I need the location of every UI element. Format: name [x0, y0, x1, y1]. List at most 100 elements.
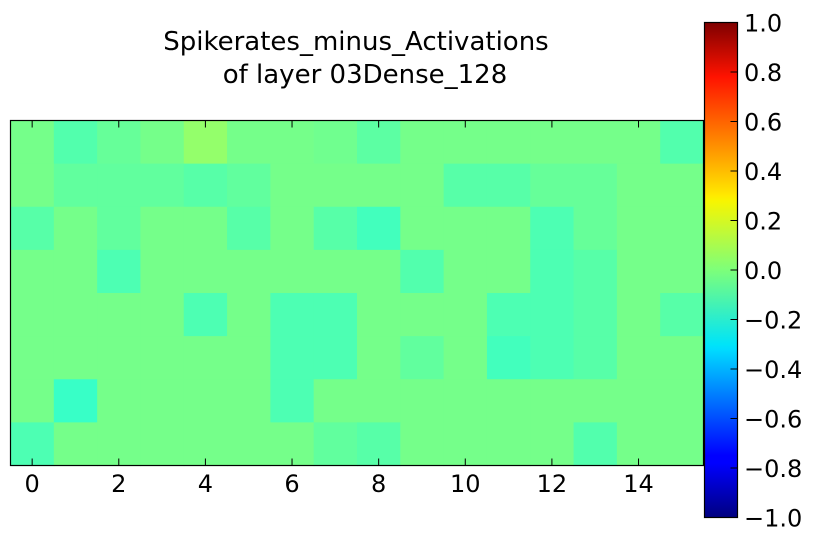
heatmap-cell: [183, 249, 228, 294]
heatmap-cell: [227, 379, 271, 423]
heatmap-cell: [10, 206, 55, 251]
heatmap-cell: [270, 336, 315, 380]
heatmap-cell: [313, 379, 358, 423]
x-axis: 0 2 4 6 8 10 12 14: [25, 120, 654, 498]
heatmap-cell: [53, 120, 98, 165]
heatmap-cell: [10, 293, 55, 337]
heatmap-cell: [616, 163, 661, 208]
heatmap-cell: [357, 336, 401, 380]
heatmap-cell: [573, 379, 618, 423]
x-tick-label: 14: [623, 470, 654, 498]
heatmap-cell: [227, 206, 271, 251]
heatmap-cell: [486, 206, 531, 251]
heatmap-cell: [270, 249, 315, 294]
heatmap-cell: [10, 249, 55, 294]
colorbar-tick-label: 1.0: [744, 10, 782, 38]
heatmap-cell: [10, 163, 55, 208]
heatmap-cell: [270, 293, 315, 337]
colorbar-tick-label: 0.0: [744, 257, 782, 285]
heatmap-cell: [660, 422, 705, 467]
x-tick-label: 8: [371, 470, 386, 498]
heatmap-cell: [486, 422, 531, 467]
heatmap-cell: [443, 293, 488, 337]
heatmap-cell: [573, 293, 618, 337]
heatmap-cell: [53, 249, 98, 294]
heatmap-cell: [400, 206, 445, 251]
heatmap-cell: [227, 336, 271, 380]
chart-title: Spikerates_minus_Activations of layer 03…: [163, 27, 548, 90]
heatmap-cell: [660, 336, 705, 380]
heatmap-cell: [400, 336, 445, 380]
heatmap-cell: [486, 249, 531, 294]
heatmap-cell: [140, 163, 185, 208]
heatmap-cell: [270, 379, 315, 423]
heatmap-cell: [400, 379, 445, 423]
heatmap-cell: [140, 249, 185, 294]
heatmap-cell: [357, 163, 401, 208]
x-tick-label: 4: [198, 470, 213, 498]
heatmap-cell: [400, 120, 445, 165]
heatmap-cell: [140, 206, 185, 251]
heatmap-cell: [140, 422, 185, 467]
x-tick-label: 2: [111, 470, 126, 498]
heatmap-cell: [616, 120, 661, 165]
heatmap-cell: [530, 336, 575, 380]
heatmap-cell: [183, 293, 228, 337]
plot-area-frame: [9, 119, 705, 467]
heatmap-cell: [573, 163, 618, 208]
chart-title-line-2: of layer 03Dense_128: [223, 60, 508, 90]
heatmap-cell: [140, 379, 185, 423]
x-tick-label: 10: [450, 470, 481, 498]
colorbar-tick-label: 0.2: [744, 208, 782, 236]
heatmap-cell: [140, 120, 185, 165]
x-tick-label: 6: [284, 470, 299, 498]
heatmap-cell: [10, 120, 55, 165]
heatmap-cell: [53, 293, 98, 337]
heatmap-cell: [227, 249, 271, 294]
heatmap-cell: [400, 163, 445, 208]
heatmap-cell: [227, 163, 271, 208]
heatmap-cell: [97, 120, 142, 165]
colorbar-axis: 1.0 0.8 0.6 0.4 0.2 0.0 −0.2 −0.4 −0.6 −0.8 −1.0: [730, 10, 802, 533]
heatmap-cell: [53, 379, 98, 423]
heatmap-cell: [443, 206, 488, 251]
colorbar-tick-label: 0.4: [744, 158, 782, 186]
heatmap-cell: [313, 336, 358, 380]
heatmap-cell: [97, 206, 142, 251]
heatmap-cell: [530, 206, 575, 251]
heatmap-cell: [486, 293, 531, 337]
heatmap-cell: [616, 206, 661, 251]
heatmap-cell: [530, 293, 575, 337]
colorbar-tick-label: −0.8: [744, 455, 802, 483]
heatmap-cell: [313, 163, 358, 208]
heatmap-cell: [660, 293, 705, 337]
heatmap-cell: [660, 163, 705, 208]
heatmap-cell: [270, 163, 315, 208]
heatmap-cell: [530, 249, 575, 294]
heatmap-cell: [357, 120, 401, 165]
heatmap-cell: [443, 379, 488, 423]
heatmap-cell: [616, 336, 661, 380]
heatmap-cell: [183, 120, 228, 165]
heatmap-cell: [573, 422, 618, 467]
heatmap-cell: [140, 336, 185, 380]
heatmap-cell: [140, 293, 185, 337]
heatmap-cell: [10, 336, 55, 380]
colorbar-tick-label: −0.2: [744, 307, 802, 335]
colorbar-tick-label: −0.4: [744, 356, 802, 384]
x-tick-label: 12: [537, 470, 568, 498]
colorbar-tick-label: −0.6: [744, 406, 802, 434]
heatmap-cell: [616, 379, 661, 423]
heatmap-cell: [573, 120, 618, 165]
heatmap-cell: [660, 249, 705, 294]
heatmap-cell: [530, 379, 575, 423]
heatmap-cell: [443, 163, 488, 208]
heatmap-cell: [313, 422, 358, 467]
colorbar-tick-label: 0.6: [744, 109, 782, 137]
heatmap-cell: [616, 293, 661, 337]
heatmap-cell: [97, 336, 142, 380]
heatmap-cell: [97, 163, 142, 208]
heatmap-cell: [313, 206, 358, 251]
heatmap-cell: [357, 293, 401, 337]
